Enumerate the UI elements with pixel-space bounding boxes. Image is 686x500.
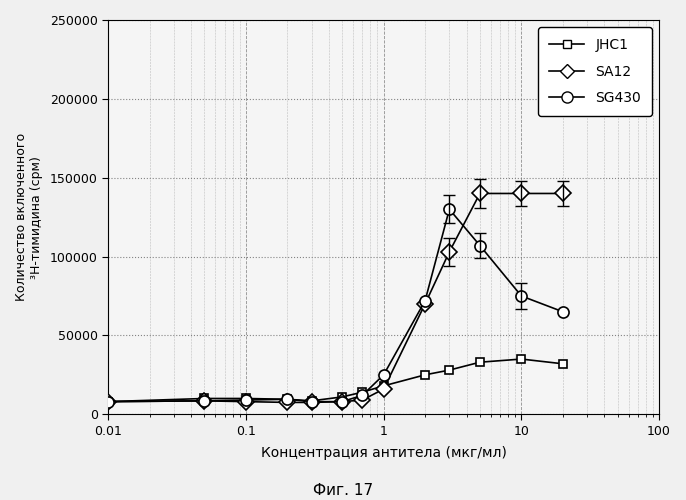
- SA12: [283, 400, 292, 406]
- SA12: [242, 398, 250, 404]
- SG430: [283, 396, 292, 402]
- Line: SG430: SG430: [103, 204, 569, 407]
- SG430: [358, 392, 366, 398]
- JHC1: [283, 396, 292, 402]
- SG430: [338, 398, 346, 404]
- SG430: [242, 397, 250, 403]
- JHC1: [379, 383, 388, 389]
- JHC1: [200, 396, 209, 402]
- Text: Фиг. 17: Фиг. 17: [313, 483, 373, 498]
- SA12: [307, 400, 316, 406]
- SA12: [476, 190, 484, 196]
- Legend: JHC1, SA12, SG430: JHC1, SA12, SG430: [539, 27, 652, 116]
- JHC1: [421, 372, 429, 378]
- SG430: [379, 372, 388, 378]
- SG430: [558, 308, 567, 314]
- SG430: [421, 298, 429, 304]
- SA12: [338, 398, 346, 404]
- SG430: [517, 293, 525, 299]
- JHC1: [242, 396, 250, 402]
- SA12: [421, 301, 429, 307]
- SA12: [104, 398, 113, 404]
- JHC1: [558, 361, 567, 367]
- SG430: [104, 398, 113, 404]
- JHC1: [445, 367, 453, 373]
- JHC1: [338, 394, 346, 400]
- SA12: [379, 386, 388, 392]
- SG430: [307, 398, 316, 404]
- Line: SA12: SA12: [103, 188, 569, 408]
- JHC1: [104, 398, 113, 404]
- SA12: [200, 398, 209, 404]
- SA12: [558, 190, 567, 196]
- X-axis label: Концентрация антитела (мкг/мл): Концентрация антитела (мкг/мл): [261, 446, 506, 460]
- JHC1: [476, 359, 484, 365]
- SG430: [445, 206, 453, 212]
- JHC1: [307, 398, 316, 404]
- Line: JHC1: JHC1: [104, 355, 567, 406]
- SA12: [517, 190, 525, 196]
- SG430: [200, 398, 209, 404]
- SG430: [476, 242, 484, 248]
- Y-axis label: Количество включенного
³Н-тимидина (срм): Количество включенного ³Н-тимидина (срм): [15, 133, 43, 301]
- JHC1: [517, 356, 525, 362]
- SA12: [445, 249, 453, 255]
- JHC1: [358, 389, 366, 395]
- SA12: [358, 397, 366, 403]
